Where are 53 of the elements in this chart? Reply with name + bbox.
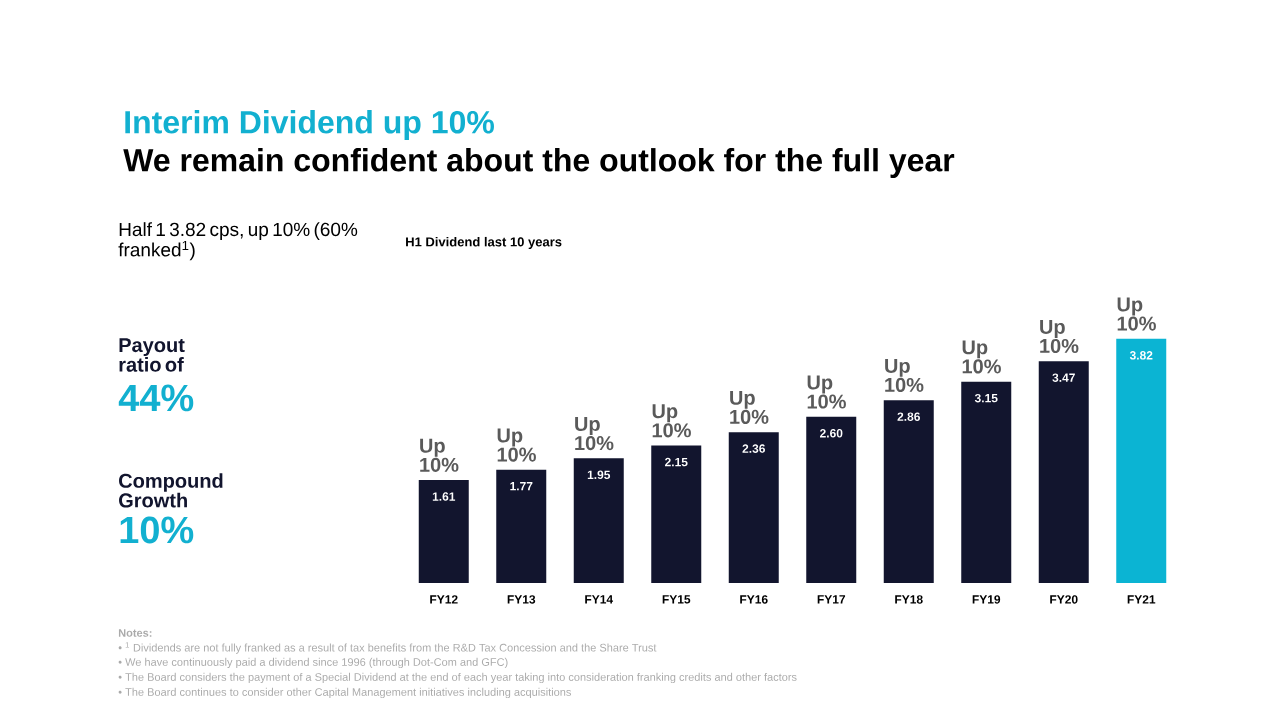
annotation: Up 10% xyxy=(575,417,614,451)
data-label: 1.61 xyxy=(432,492,456,501)
annotation: Up 10% xyxy=(730,390,769,424)
text: 10% xyxy=(120,516,194,544)
x-tick-label: FY19 xyxy=(972,595,1001,604)
x-tick-label: FY21 xyxy=(1127,595,1156,604)
annotation: Up 10% xyxy=(497,428,536,462)
x-tick-label: FY14 xyxy=(585,595,614,604)
text: Compound Growth xyxy=(119,473,223,508)
bar xyxy=(1038,361,1089,583)
text: Payout ratio of xyxy=(119,338,185,372)
text: • We have continuously paid a dividend since 1996 (through Dot-Com and GFC) xyxy=(118,657,508,669)
annotation: Up 10% xyxy=(962,340,1001,374)
x-tick-label: FY17 xyxy=(817,595,846,604)
data-label: 2.15 xyxy=(665,457,688,467)
bar xyxy=(961,381,1012,583)
data-label: 3.15 xyxy=(974,393,998,403)
data-label: 2.86 xyxy=(897,412,920,421)
text: • $^{1}$ Dividends are not fully franked as a result of tax benefits from the R&D Tax Concession and the Share Trust xyxy=(118,642,657,654)
annotation: Up 10% xyxy=(420,438,459,472)
bar xyxy=(728,432,779,583)
data-label: 3.82 xyxy=(1129,351,1153,360)
annotation: Up 10% xyxy=(807,375,846,409)
chart-title: Interim Dividend up 10% xyxy=(125,110,494,140)
text: 44% xyxy=(118,384,194,412)
data-label: 1.95 xyxy=(587,470,611,480)
bar xyxy=(651,445,702,583)
data-label: 3.47 xyxy=(1052,373,1075,382)
data-label: 1.77 xyxy=(510,482,533,491)
chart-subtitle: We remain confident about the outlook for the full year xyxy=(123,148,955,178)
annotation: Up 10% xyxy=(1117,297,1156,331)
data-label: 2.60 xyxy=(820,429,843,438)
text: Half 1 3.82 cps, up 10% (60% franked$^{1}$) xyxy=(118,222,358,261)
bar xyxy=(806,416,857,583)
bar xyxy=(883,400,934,583)
bar xyxy=(496,469,547,583)
x-tick-label: FY13 xyxy=(507,595,536,604)
text: H1 Dividend last 10 years xyxy=(406,236,562,250)
annotation: Up 10% xyxy=(652,404,691,438)
bar xyxy=(573,458,624,583)
x-tick-label: FY20 xyxy=(1050,595,1078,604)
annotation: Up 10% xyxy=(885,358,924,393)
bar xyxy=(418,480,469,583)
x-tick-label: FY12 xyxy=(430,595,458,604)
x-tick-label: FY15 xyxy=(662,595,691,604)
text: Notes: xyxy=(118,629,152,637)
bar xyxy=(1116,338,1167,583)
text: • The Board considers the payment of a Special Dividend at the end of each year taking into consideration franking credits and other factors xyxy=(118,672,797,684)
text: • The Board continues to consider other Capital Management initiatives including acquisitions xyxy=(118,687,571,699)
x-tick-label: FY16 xyxy=(740,595,768,604)
annotation: Up 10% xyxy=(1040,319,1079,354)
x-tick-label: FY18 xyxy=(895,595,923,604)
data-label: 2.36 xyxy=(742,444,765,453)
